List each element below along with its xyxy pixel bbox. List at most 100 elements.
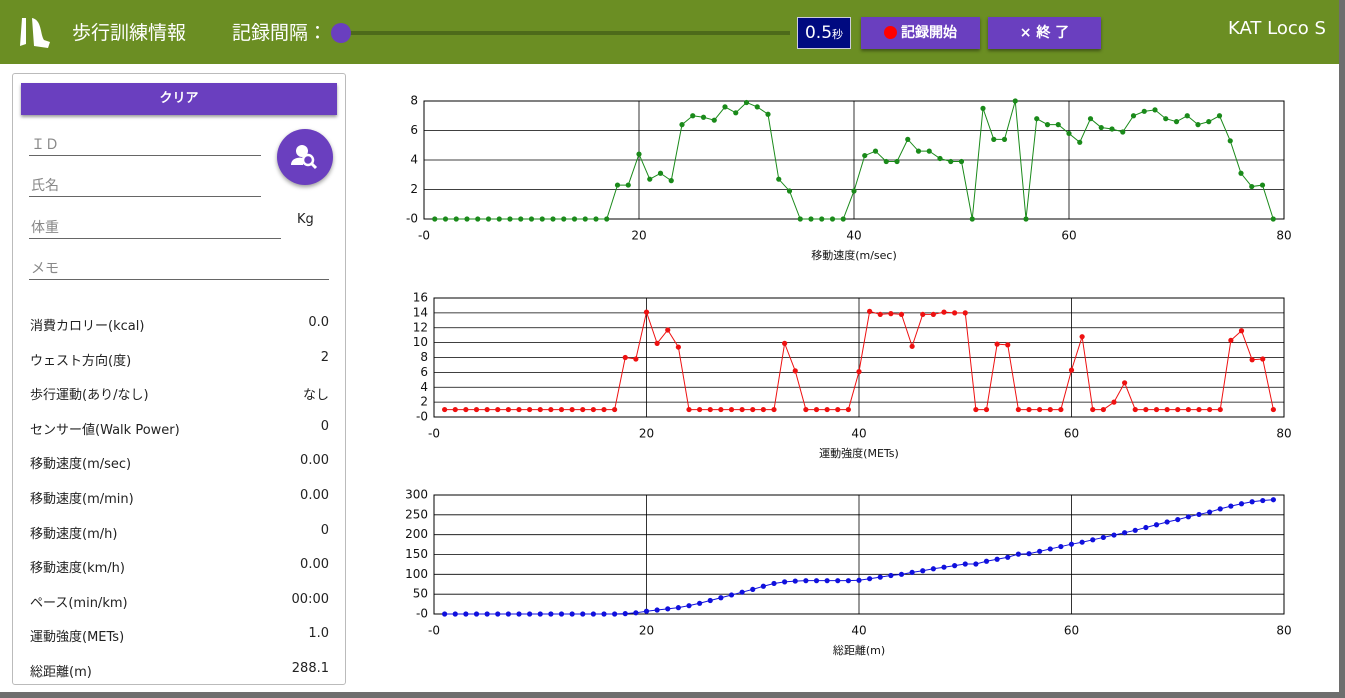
data-point <box>475 216 481 222</box>
data-point <box>952 563 958 569</box>
data-point <box>643 309 650 315</box>
data-point <box>452 611 458 617</box>
data-point <box>590 611 596 617</box>
data-point <box>485 216 492 222</box>
data-point <box>1153 406 1160 413</box>
data-point <box>679 122 685 128</box>
y-tick-label: 4 <box>420 380 428 394</box>
x-axis-title: 運動強度(METs) <box>819 446 899 460</box>
weight-input[interactable] <box>29 238 281 239</box>
data-point <box>516 611 522 617</box>
exit-button[interactable]: × 終 了 <box>988 17 1101 49</box>
data-point <box>537 611 543 617</box>
x-tick-label: 40 <box>851 427 866 441</box>
data-point <box>601 406 607 413</box>
data-point <box>464 216 470 222</box>
name-input[interactable] <box>29 196 261 197</box>
search-button[interactable] <box>277 129 333 185</box>
data-point <box>792 368 798 374</box>
data-point <box>1077 139 1083 145</box>
data-point <box>1196 406 1202 413</box>
data-point <box>905 136 911 142</box>
x-tick-label: -0 <box>428 427 440 441</box>
slider-thumb[interactable] <box>331 23 351 43</box>
data-point <box>739 406 745 413</box>
data-point <box>941 564 947 570</box>
stat-label: 移動速度(m/h) <box>30 526 118 542</box>
data-point <box>707 597 713 604</box>
data-point <box>711 117 717 123</box>
stat-label: 歩行運動(あり/なし) <box>30 388 149 404</box>
app-title: 歩行訓練情報 <box>72 22 187 44</box>
data-point <box>1034 116 1040 122</box>
data-point <box>1270 406 1276 413</box>
data-point <box>894 158 900 165</box>
data-point <box>1238 170 1244 176</box>
data-point <box>1164 519 1170 525</box>
data-point <box>496 216 502 222</box>
data-point <box>952 310 958 316</box>
y-tick-label: 2 <box>410 182 418 196</box>
data-point <box>994 556 1000 562</box>
data-point <box>1037 406 1043 413</box>
x-tick-label: 40 <box>846 229 861 243</box>
data-point <box>733 110 739 116</box>
data-point <box>507 216 513 222</box>
data-point <box>484 406 490 413</box>
data-point <box>1005 342 1011 348</box>
x-tick-label: 20 <box>631 229 646 243</box>
data-point <box>1005 554 1011 560</box>
clear-button[interactable]: クリア <box>21 83 337 115</box>
data-point <box>593 216 599 222</box>
data-point <box>442 611 448 617</box>
data-point <box>926 148 932 154</box>
data-point <box>1015 406 1021 413</box>
data-point <box>1228 503 1234 509</box>
data-point <box>1047 406 1053 413</box>
data-point <box>442 216 449 222</box>
y-tick-label: 14 <box>413 305 428 319</box>
stat-value: 0 <box>320 418 329 434</box>
data-point <box>1228 337 1234 343</box>
slider-track[interactable] <box>342 31 790 35</box>
data-point <box>1143 524 1149 531</box>
x-tick-label: -0 <box>418 229 430 243</box>
y-tick-label: 300 <box>405 488 428 502</box>
data-point <box>1164 406 1170 413</box>
data-point <box>484 611 490 617</box>
data-point <box>1249 357 1255 363</box>
data-point <box>819 216 825 222</box>
y-tick-label: 250 <box>405 507 428 521</box>
data-point <box>1227 138 1233 144</box>
y-tick-label: -0 <box>416 410 428 424</box>
stat-value: 288.1 <box>291 661 329 676</box>
id-input[interactable] <box>29 155 261 156</box>
y-tick-label: 12 <box>413 320 428 334</box>
data-point <box>1152 107 1158 113</box>
data-point <box>1100 534 1106 541</box>
stat-label: ペース(min/km) <box>30 595 128 611</box>
data-point <box>973 406 979 413</box>
data-point <box>845 578 851 584</box>
data-point <box>1143 406 1149 413</box>
stat-value: 0.00 <box>300 557 329 573</box>
data-point <box>647 176 653 182</box>
memo-input[interactable] <box>29 279 329 280</box>
data-point <box>1270 216 1276 222</box>
data-point <box>792 578 798 584</box>
start-button[interactable]: 記録開始 <box>861 17 980 49</box>
y-tick-label: 8 <box>420 350 428 364</box>
y-tick-label: 4 <box>410 153 418 167</box>
data-point <box>1111 532 1117 538</box>
data-point <box>1206 119 1212 125</box>
data-point <box>973 561 979 567</box>
data-point <box>862 152 868 159</box>
data-point <box>920 568 926 574</box>
data-point <box>1260 497 1266 504</box>
data-point <box>1132 527 1138 533</box>
data-point <box>1259 182 1266 188</box>
data-point <box>665 327 671 333</box>
x-tick-label: -0 <box>428 624 440 638</box>
